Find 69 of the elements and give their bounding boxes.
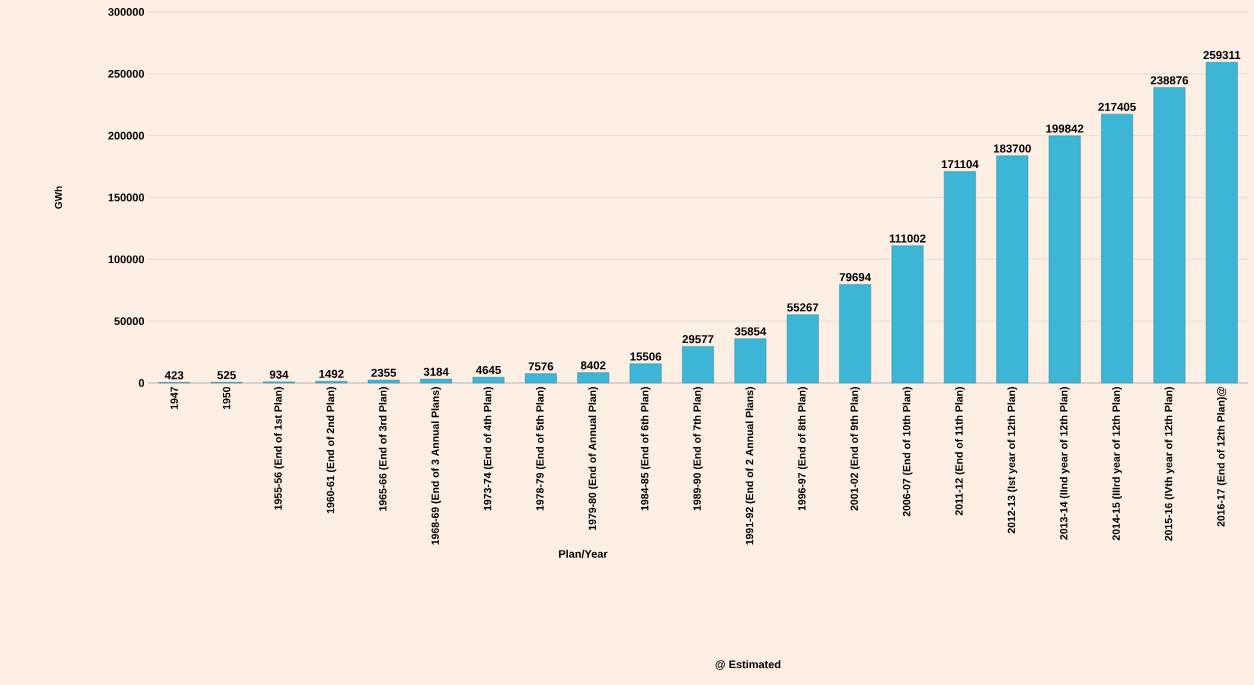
data-label: 29577: [682, 335, 714, 344]
x-tick-label: 2015-16 (IVth year of 12th Plan): [1164, 387, 1175, 541]
bar: [1048, 135, 1081, 384]
bar: [577, 372, 610, 384]
bar: [1101, 113, 1133, 384]
x-tick-label: 2006-07 (End of 10th Plan): [902, 387, 913, 517]
data-label: 111002: [889, 234, 926, 243]
x-tick-label: 2001-02 (End of 9th Plan): [850, 387, 861, 511]
data-label: 525: [217, 371, 236, 380]
x-tick-label: 2013-14 (IInd year of 12th Plan): [1059, 387, 1070, 540]
bar: [944, 171, 976, 384]
x-tick-label: 1991-92 (End of 2 Annual Plans): [745, 387, 756, 545]
x-tick-label: 2012-13 (Ist year of 12th Plan): [1007, 387, 1018, 534]
x-tick-label: 1984-85 (End of 6th Plan): [640, 387, 651, 511]
data-label: 55267: [787, 303, 819, 312]
data-label: 934: [269, 370, 289, 379]
data-label: 4645: [475, 365, 501, 375]
bar: [734, 338, 767, 384]
data-label: 35854: [734, 327, 767, 336]
data-label: 1492: [319, 369, 344, 378]
y-tick-label: 100000: [108, 255, 145, 264]
x-tick-label: 1968-69 (End of 3 Annual Plans): [431, 387, 441, 545]
data-label: 8402: [580, 361, 606, 370]
x-axis-title: Plan/Year: [559, 549, 608, 558]
data-label: 3184: [423, 367, 449, 376]
bar: [524, 373, 557, 384]
data-label: 171104: [941, 160, 979, 169]
bar: [1205, 62, 1238, 384]
text: @ Estimated: [715, 660, 781, 670]
bar: [891, 245, 924, 384]
data-label: 217405: [1098, 102, 1136, 111]
bar: [839, 284, 872, 384]
bar: [786, 314, 819, 384]
bar: [1153, 87, 1186, 384]
data-label: 2355: [371, 368, 397, 377]
x-tick-label: 1955-56 (End of 1st Plan): [274, 387, 284, 510]
data-label: 259311: [1203, 50, 1241, 60]
x-tick-label: 1973-74 (End of 4th Plan): [483, 387, 494, 511]
x-tick-label: 2014-15 (IIIrd year of 12th Plan): [1112, 387, 1122, 541]
data-label: 7576: [528, 362, 554, 371]
x-tick-label: 1989-90 (End of 7th Plan): [693, 387, 703, 511]
x-tick-label: 2016-17 (End of 12th Plan)@: [1216, 387, 1227, 527]
data-label: 238876: [1150, 76, 1189, 85]
bar: [682, 346, 714, 384]
x-tick-label: 1950: [222, 386, 231, 410]
y-tick-label: 250000: [108, 69, 145, 78]
data-label: 423: [164, 371, 184, 380]
bar: [629, 363, 662, 384]
data-label: 15506: [630, 352, 662, 361]
x-tick-label: 1960-61 (End of 2nd Plan): [326, 387, 337, 514]
bar: [367, 379, 400, 384]
bar: [472, 377, 505, 384]
bar: [996, 155, 1029, 384]
x-tick-label: 1979-80 (End of Annual Plan): [588, 387, 599, 530]
x-tick-label: 1965-66 (End of 3rd Plan): [378, 387, 389, 511]
y-tick-label: 0: [138, 379, 145, 387]
x-tick-label: 1996-97 (End of 8th Plan): [797, 387, 808, 511]
y-tick-label: 150000: [108, 193, 145, 202]
y-tick-label: 50000: [114, 317, 145, 326]
data-label: 183700: [993, 144, 1031, 153]
x-tick-label: 1978-79 (End of 5th Plan): [535, 387, 546, 511]
x-tick-label: 1947: [170, 386, 178, 410]
y-tick-label: 200000: [108, 131, 145, 140]
x-tick-label: 2011-12 (End of 11th Plan): [955, 387, 965, 516]
y-axis-title: GWh: [54, 186, 62, 209]
data-label: 199842: [1046, 124, 1084, 133]
y-tick-label: 300000: [108, 8, 145, 16]
data-label: 79694: [839, 273, 872, 282]
bar: [420, 378, 453, 384]
